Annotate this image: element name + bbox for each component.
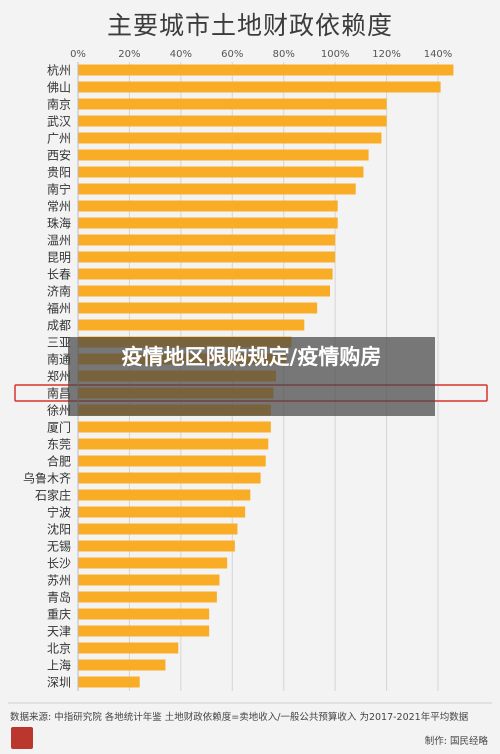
category-label: 深圳 xyxy=(47,676,71,690)
category-label: 福州 xyxy=(47,301,71,316)
bar xyxy=(78,540,235,552)
x-tick-label: 0% xyxy=(70,49,86,60)
bar xyxy=(78,557,228,569)
bar xyxy=(78,659,166,671)
category-label: 长沙 xyxy=(47,557,71,571)
bar xyxy=(78,217,338,229)
bar xyxy=(78,642,179,654)
x-tick-label: 120% xyxy=(372,49,401,60)
category-label: 石家庄 xyxy=(35,488,71,503)
category-label: 温州 xyxy=(47,234,71,248)
category-label: 南京 xyxy=(47,97,71,112)
source-note: 数据来源: 中指研究院 各地统计年鉴 土地财政依赖度=卖地收入/一般公共预算收入… xyxy=(10,712,469,723)
bar xyxy=(78,421,271,433)
category-label: 上海 xyxy=(47,658,71,673)
bar xyxy=(78,591,217,603)
category-label: 杭州 xyxy=(47,63,71,78)
bar xyxy=(78,132,382,144)
bar xyxy=(78,472,261,484)
bar xyxy=(78,200,338,212)
category-label: 青岛 xyxy=(47,590,71,605)
bar xyxy=(78,574,220,586)
category-label: 合肥 xyxy=(47,454,71,469)
bar xyxy=(78,166,364,178)
category-label: 沈阳 xyxy=(47,522,71,537)
category-label: 贵阳 xyxy=(47,166,71,180)
category-label: 厦门 xyxy=(47,420,71,435)
category-label: 昆明 xyxy=(47,251,71,265)
category-label: 西安 xyxy=(47,148,71,163)
bar xyxy=(78,625,210,637)
bar xyxy=(78,268,333,280)
category-label: 南通 xyxy=(47,352,71,367)
overlay-banner: 疫情地区限购规定/疫情购房 xyxy=(68,337,435,416)
bar xyxy=(78,81,441,93)
logo-stamp xyxy=(11,727,33,749)
category-label: 苏州 xyxy=(47,574,71,588)
category-label: 济南 xyxy=(47,284,71,299)
bar xyxy=(78,489,251,501)
bar xyxy=(78,115,387,127)
x-tick-label: 60% xyxy=(221,49,243,60)
bar xyxy=(78,64,454,76)
x-tick-label: 40% xyxy=(170,49,192,60)
bar xyxy=(78,676,140,688)
category-label: 乌鲁木齐 xyxy=(23,471,71,486)
chart-title: 主要城市土地财政依赖度 xyxy=(106,11,393,40)
category-label: 重庆 xyxy=(47,608,71,622)
category-label: 天津 xyxy=(47,625,71,639)
bar xyxy=(78,506,246,518)
category-label: 珠海 xyxy=(47,216,71,231)
category-label: 徐州 xyxy=(47,403,71,418)
category-label: 宁波 xyxy=(47,505,71,520)
bar xyxy=(78,251,336,263)
category-label: 成都 xyxy=(47,319,71,333)
category-label: 广州 xyxy=(47,132,71,146)
x-tick-label: 20% xyxy=(118,49,140,60)
bar xyxy=(78,285,330,297)
category-label: 南宁 xyxy=(47,182,71,197)
bar xyxy=(78,608,210,620)
bar xyxy=(78,455,266,467)
category-label: 北京 xyxy=(47,642,71,656)
x-tick-label: 140% xyxy=(424,49,453,60)
category-label: 长春 xyxy=(47,268,71,282)
bar xyxy=(78,438,269,450)
category-label: 东莞 xyxy=(47,438,71,452)
bar xyxy=(78,523,238,535)
bar xyxy=(78,319,305,331)
bar xyxy=(78,183,356,195)
category-label: 三亚 xyxy=(47,336,71,350)
bar xyxy=(78,302,318,314)
category-label: 无锡 xyxy=(47,539,71,554)
category-label: 南昌 xyxy=(47,386,71,401)
bar xyxy=(78,98,387,110)
x-tick-label: 80% xyxy=(273,49,295,60)
category-label: 武汉 xyxy=(47,115,71,129)
category-label: 常州 xyxy=(47,200,71,214)
maker-credit: 制作: 国民经略 xyxy=(424,736,488,747)
category-label: 郑州 xyxy=(47,369,71,384)
category-label: 佛山 xyxy=(47,81,71,95)
x-tick-label: 100% xyxy=(321,49,350,60)
bar xyxy=(78,149,369,161)
bar xyxy=(78,234,336,246)
